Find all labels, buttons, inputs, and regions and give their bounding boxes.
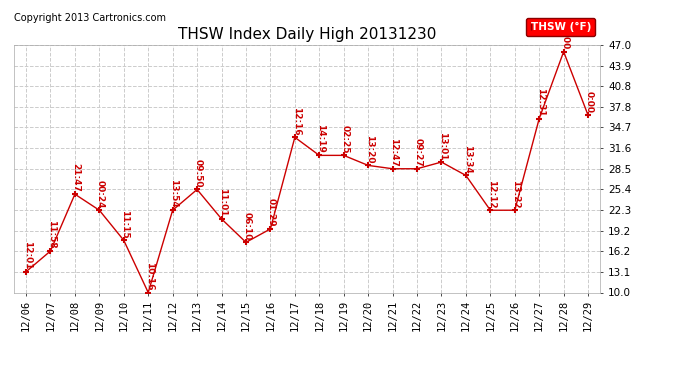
Text: 14:19: 14:19 — [316, 124, 325, 153]
Text: 11:01: 11:01 — [218, 188, 227, 217]
Text: 12:16: 12:16 — [292, 106, 301, 135]
Title: THSW Index Daily High 20131230: THSW Index Daily High 20131230 — [178, 27, 436, 42]
Text: Copyright 2013 Cartronics.com: Copyright 2013 Cartronics.com — [14, 13, 166, 23]
Text: 11:15: 11:15 — [121, 210, 130, 238]
Text: 00:24: 00:24 — [96, 180, 105, 208]
Text: 02:25: 02:25 — [340, 125, 349, 153]
Text: 13:01: 13:01 — [438, 132, 447, 160]
Text: 09:27: 09:27 — [414, 138, 423, 167]
Text: 13:34: 13:34 — [462, 145, 472, 173]
Text: 13:54: 13:54 — [169, 180, 179, 208]
Text: 01:29: 01:29 — [267, 198, 276, 227]
Text: 12:47: 12:47 — [389, 138, 398, 167]
Text: 11:58: 11:58 — [47, 220, 56, 249]
Text: 10:16: 10:16 — [145, 262, 154, 291]
Text: 12:01: 12:01 — [23, 241, 32, 270]
Text: 13:20: 13:20 — [365, 135, 374, 164]
Text: 09:50: 09:50 — [194, 159, 203, 188]
Legend: THSW (°F): THSW (°F) — [526, 18, 595, 36]
Text: 06:10: 06:10 — [243, 212, 252, 240]
Text: 9:00: 9:00 — [560, 27, 569, 50]
Text: 13:22: 13:22 — [511, 180, 520, 208]
Text: 21:47: 21:47 — [72, 163, 81, 192]
Text: 12:31: 12:31 — [536, 88, 545, 117]
Text: 0:00: 0:00 — [585, 91, 594, 113]
Text: 12:12: 12:12 — [487, 180, 496, 208]
